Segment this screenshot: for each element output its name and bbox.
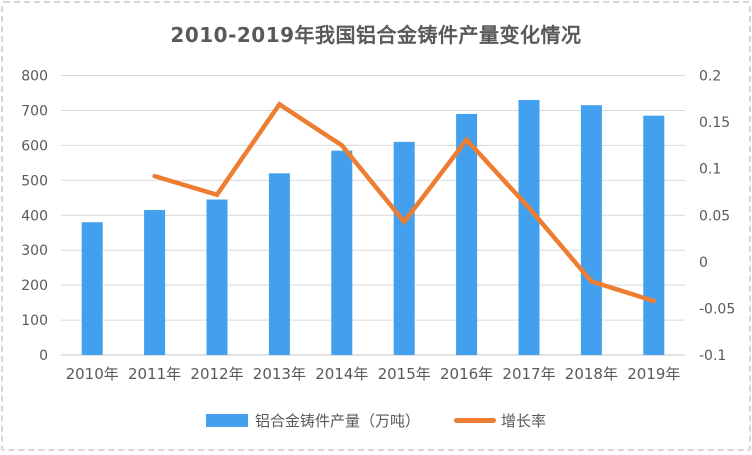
growth-rate-line [152, 101, 657, 304]
x-axis-category-label: 2016年 [440, 365, 493, 383]
right-axis-tick-label: -0.05 [699, 301, 735, 317]
production-bar [643, 115, 665, 355]
production-bar [331, 150, 353, 355]
x-axis-category-label: 2010年 [66, 365, 119, 383]
left-axis-tick-label: 300 [21, 243, 48, 259]
chart-legend: 铝合金铸件产量（万吨） 增长率 [3, 410, 749, 431]
production-bar [268, 173, 290, 355]
legend-line-label: 增长率 [501, 412, 547, 430]
left-axis-tick-label: 800 [21, 69, 48, 85]
production-bar [206, 199, 228, 355]
x-axis-category-label: 2019年 [627, 365, 680, 383]
production-bar [456, 113, 478, 356]
left-axis-tick-label: 200 [21, 278, 48, 294]
right-axis-tick-label: -0.1 [699, 348, 726, 364]
x-axis-category-label: 2011年 [128, 365, 181, 383]
x-axis-category-label: 2014年 [315, 365, 368, 383]
production-bar [81, 222, 103, 355]
production-bar [518, 99, 540, 355]
x-axis-category-label: 2018年 [565, 365, 618, 383]
legend-line-swatch [454, 418, 496, 423]
legend-bar-label: 铝合金铸件产量（万吨） [254, 412, 420, 430]
production-bar [393, 141, 415, 355]
combo-chart-plot-area: 800 700 600 500 400 300 200 100 0 0.2 0.15 0.1 0.05 0… [21, 69, 735, 384]
left-axis-tick-label: 100 [21, 313, 48, 329]
chart-title: 2010-2019年我国铝合金铸件产量变化情况 [170, 23, 582, 47]
left-axis-tick-label: 400 [21, 208, 48, 224]
production-bar [144, 210, 166, 355]
right-axis-tick-label: 0.05 [699, 208, 730, 224]
x-axis-category-label: 2012年 [190, 365, 243, 383]
x-axis-category-label: 2013年 [253, 365, 306, 383]
right-axis-tick-label: 0.2 [699, 69, 721, 85]
legend-bar-swatch [205, 414, 248, 427]
right-axis-tick-label: 0.1 [699, 162, 721, 178]
left-axis-tick-label: 700 [21, 103, 48, 119]
right-axis-tick-label: 0 [699, 255, 708, 271]
legend-growth-item: 增长率 [454, 410, 546, 431]
right-axis-tick-label: 0.15 [699, 115, 730, 131]
x-axis-category-label: 2015年 [378, 365, 431, 383]
legend-production-item: 铝合金铸件产量（万吨） [205, 410, 420, 431]
x-axis-category-label: 2017年 [502, 365, 555, 383]
production-bar [580, 105, 602, 356]
left-axis-tick-label: 600 [21, 138, 48, 154]
left-axis-tick-label: 0 [39, 348, 48, 364]
left-axis-tick-label: 500 [21, 173, 48, 189]
